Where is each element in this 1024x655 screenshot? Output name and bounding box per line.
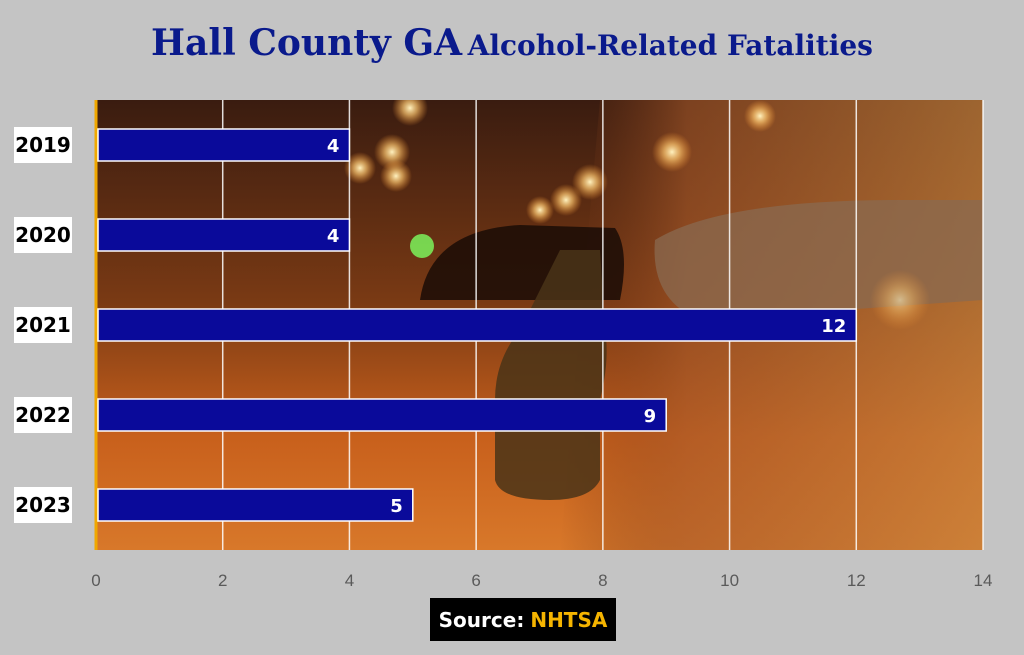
bar-value-labels: 4 4 12 9 5 <box>327 136 846 517</box>
source-label: Source: <box>438 607 525 632</box>
bars <box>97 128 858 522</box>
chart-title-sub: Alcohol-Related Fatalities <box>467 29 873 62</box>
category-label-2019: 2019 <box>14 127 72 163</box>
category-label-2023: 2023 <box>14 487 72 523</box>
bar-value-label: 4 <box>327 226 340 247</box>
bar-2023 <box>97 488 414 522</box>
chart-title-main: Hall County GA <box>151 22 463 64</box>
x-tick-label: 14 <box>974 571 993 590</box>
bar-value-label: 9 <box>644 406 657 427</box>
x-tick-label: 10 <box>720 571 739 590</box>
x-tick-label: 6 <box>471 571 480 590</box>
bar-value-label: 4 <box>327 136 340 157</box>
bar-value-label: 12 <box>821 316 846 337</box>
category-label-2021: 2021 <box>14 307 72 343</box>
bar-value-label: 5 <box>390 496 403 517</box>
bar-2020 <box>97 218 351 252</box>
x-tick-label: 12 <box>847 571 866 590</box>
bar-2022 <box>97 398 667 432</box>
bar-2019 <box>97 128 351 162</box>
x-axis-ticks: 0 2 4 6 8 10 12 14 <box>91 571 992 590</box>
category-label-2020: 2020 <box>14 217 72 253</box>
x-tick-label: 4 <box>345 571 354 590</box>
x-tick-label: 0 <box>91 571 100 590</box>
source-badge: Source: NHTSA <box>430 598 616 641</box>
chart-title: Hall County GA Alcohol-Related Fatalitie… <box>0 22 1024 64</box>
source-value: NHTSA <box>530 607 608 632</box>
x-tick-label: 2 <box>218 571 227 590</box>
bar-2021 <box>97 308 858 342</box>
x-tick-label: 8 <box>598 571 607 590</box>
category-label-2022: 2022 <box>14 397 72 433</box>
